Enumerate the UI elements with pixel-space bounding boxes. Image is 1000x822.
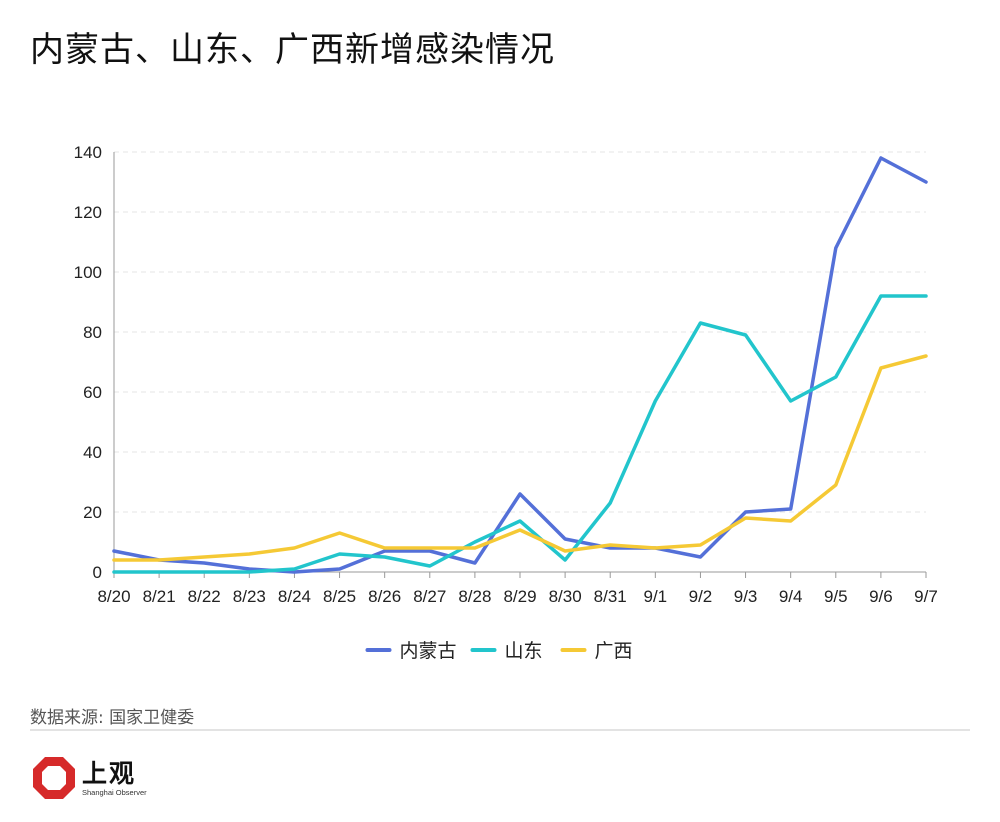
series-lines: [112, 156, 928, 574]
y-tick-label: 80: [83, 323, 102, 342]
brand-subtitle: Shanghai Observer: [82, 788, 147, 797]
legend-label: 内蒙古: [400, 640, 457, 662]
x-tick-label: 8/20: [97, 587, 130, 606]
y-tick-labels: 0 20 40 60 80 100 120 140: [74, 143, 102, 582]
x-tick-label: 9/6: [869, 587, 893, 606]
x-tick-labels: 8/20 8/21 8/22 8/23 8/24 8/25 8/26 8/27 8/28 8/29…: [97, 587, 937, 606]
x-tick-label: 8/30: [549, 587, 582, 606]
x-tick-label: 9/2: [689, 587, 713, 606]
x-tick-label: 8/29: [503, 587, 536, 606]
brand-logo-block: 上观 Shanghai Observer: [30, 748, 230, 804]
x-tick-label: 9/4: [779, 587, 803, 606]
legend: 内蒙古 山东 广西: [365, 640, 633, 662]
data-source: 数据来源: 国家卫健委: [30, 708, 195, 728]
y-tick-label: 100: [74, 263, 102, 282]
x-tick-label: 8/25: [323, 587, 356, 606]
chart-title: 内蒙古、山东、广西新增感染情况: [30, 30, 555, 70]
x-tick-label: 8/21: [143, 587, 176, 606]
legend-label: 广西: [595, 640, 633, 662]
x-tick-label: 8/31: [594, 587, 627, 606]
axes: [113, 152, 927, 578]
x-tick-label: 8/22: [188, 587, 221, 606]
y-tick-label: 0: [93, 563, 102, 582]
x-tick-label: 8/28: [458, 587, 491, 606]
x-tick-label: 8/24: [278, 587, 311, 606]
series-line: [112, 294, 928, 574]
y-tick-label: 20: [83, 503, 102, 522]
x-tick-label: 9/7: [914, 587, 938, 606]
series-line: [112, 354, 928, 562]
x-tick-label: 8/27: [413, 587, 446, 606]
x-tick-label: 8/26: [368, 587, 401, 606]
octagon-logo-icon: [33, 757, 75, 799]
series-line: [112, 156, 928, 574]
x-tick-label: 9/1: [644, 587, 668, 606]
x-tick-label: 9/5: [824, 587, 848, 606]
x-tick-label: 8/23: [233, 587, 266, 606]
y-tick-label: 40: [83, 443, 102, 462]
footer-divider: [30, 729, 970, 731]
y-tick-label: 140: [74, 143, 102, 162]
x-tick-label: 9/3: [734, 587, 758, 606]
grid-lines: [114, 151, 926, 513]
legend-label: 山东: [505, 640, 543, 662]
brand-name: 上观: [82, 759, 137, 788]
y-tick-label: 120: [74, 203, 102, 222]
y-tick-label: 60: [83, 383, 102, 402]
